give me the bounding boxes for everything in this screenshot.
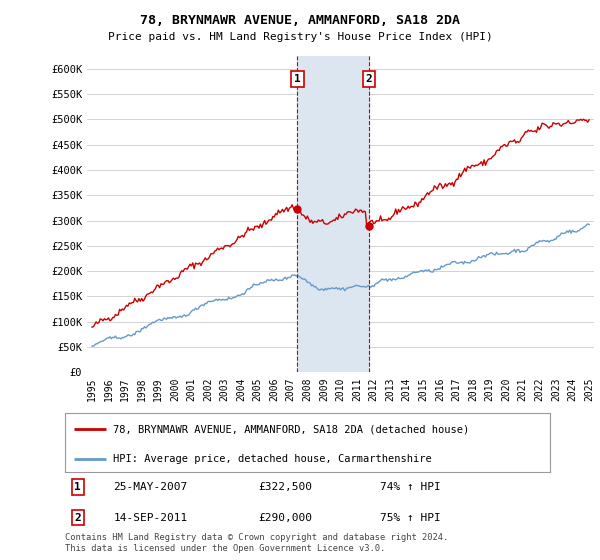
Text: £322,500: £322,500: [259, 482, 313, 492]
Text: 14-SEP-2011: 14-SEP-2011: [113, 513, 188, 522]
Text: 74% ↑ HPI: 74% ↑ HPI: [380, 482, 440, 492]
Text: 78, BRYNMAWR AVENUE, AMMANFORD, SA18 2DA: 78, BRYNMAWR AVENUE, AMMANFORD, SA18 2DA: [140, 14, 460, 27]
Text: 25-MAY-2007: 25-MAY-2007: [113, 482, 188, 492]
Text: Contains HM Land Registry data © Crown copyright and database right 2024.
This d: Contains HM Land Registry data © Crown c…: [65, 533, 448, 553]
Text: 75% ↑ HPI: 75% ↑ HPI: [380, 513, 440, 522]
Text: 1: 1: [294, 74, 301, 84]
Text: 1: 1: [74, 482, 81, 492]
Bar: [298, 56, 368, 372]
Text: 2: 2: [74, 513, 81, 522]
Text: 2: 2: [365, 74, 372, 84]
Text: HPI: Average price, detached house, Carmarthenshire: HPI: Average price, detached house, Carm…: [113, 454, 432, 464]
Text: £290,000: £290,000: [259, 513, 313, 522]
Text: Price paid vs. HM Land Registry's House Price Index (HPI): Price paid vs. HM Land Registry's House …: [107, 32, 493, 43]
Text: 78, BRYNMAWR AVENUE, AMMANFORD, SA18 2DA (detached house): 78, BRYNMAWR AVENUE, AMMANFORD, SA18 2DA…: [113, 424, 470, 434]
